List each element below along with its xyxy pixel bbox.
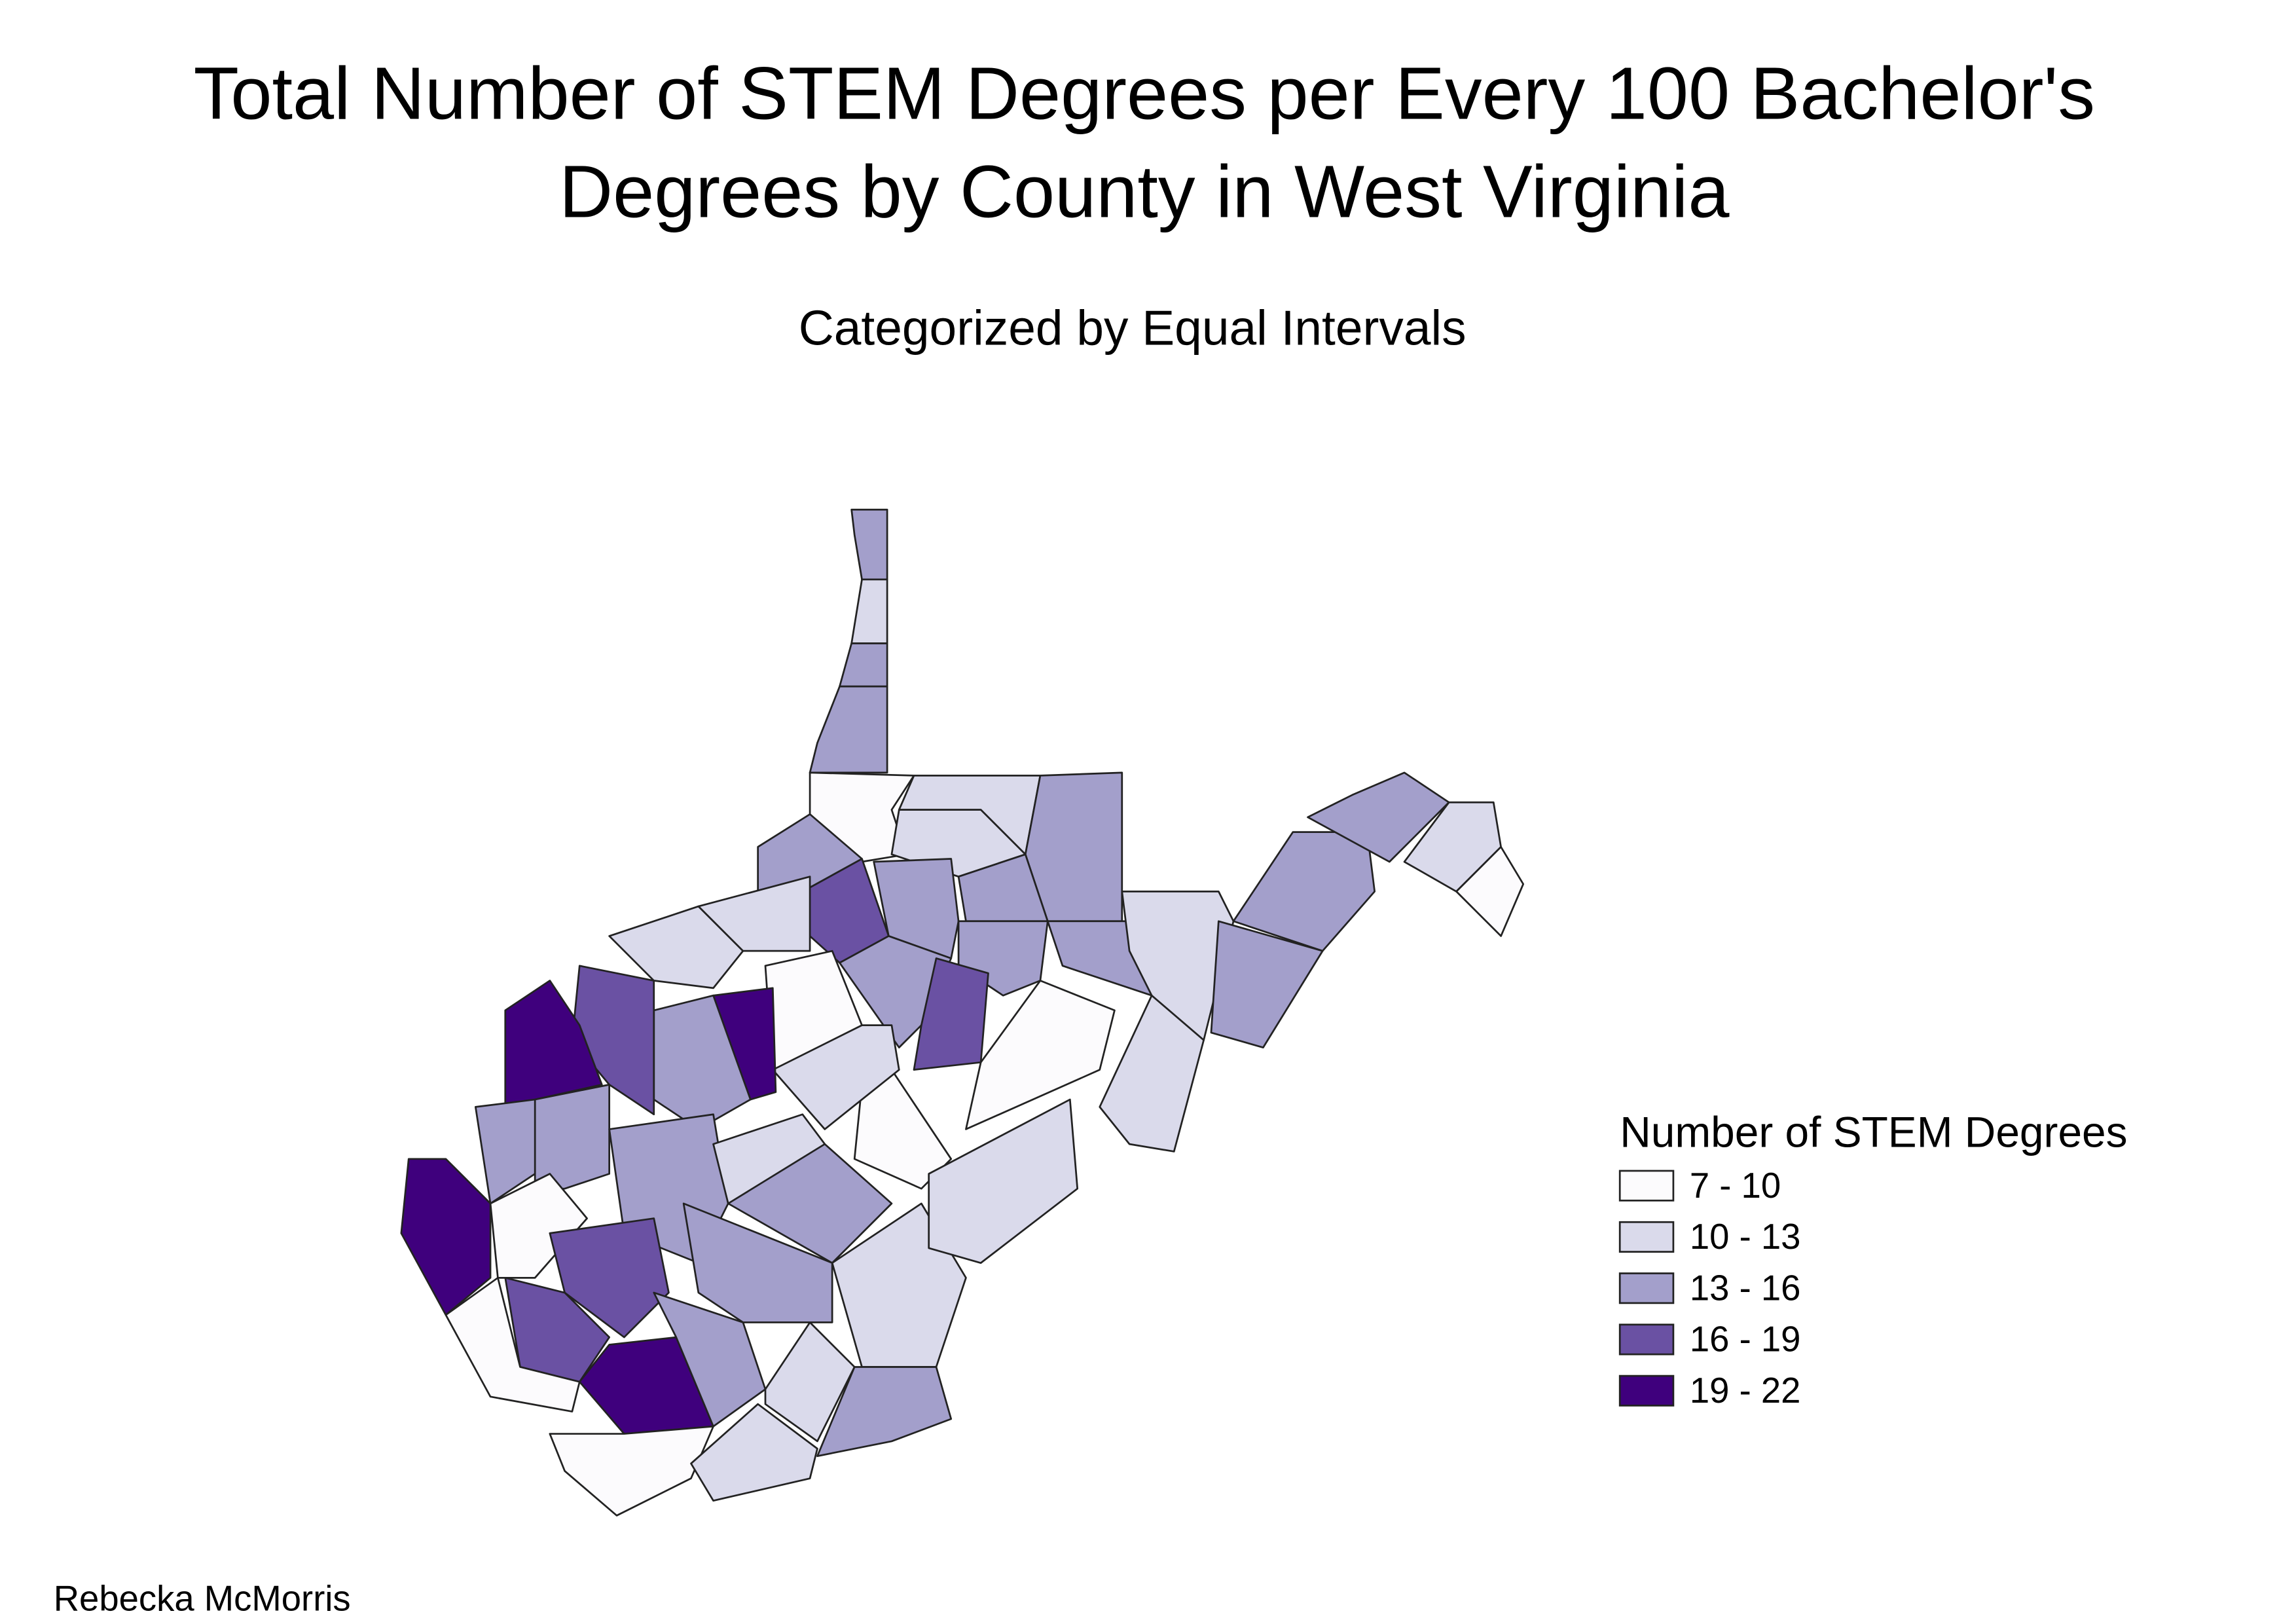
- county: [1455, 845, 1525, 937]
- county: [549, 1217, 670, 1338]
- county-map: [400, 508, 1525, 1517]
- legend-swatch: [1618, 1323, 1675, 1356]
- county: [653, 1291, 767, 1428]
- county: [475, 1098, 536, 1205]
- county: [608, 905, 744, 989]
- county: [913, 957, 989, 1071]
- county: [697, 876, 811, 952]
- title-line: Total Number of STEM Degrees per Every 1…: [194, 52, 2095, 136]
- legend-title: Number of STEM Degrees: [1620, 1108, 2127, 1156]
- legend-swatch: [1618, 1170, 1675, 1202]
- title-line: Degrees by County in West Virginia: [559, 150, 1730, 233]
- county: [965, 980, 1116, 1130]
- county: [1210, 920, 1324, 1048]
- legend-label: 7 - 10: [1690, 1166, 1781, 1206]
- county: [850, 508, 888, 581]
- county: [690, 1403, 818, 1502]
- legend-label: 16 - 19: [1690, 1320, 1801, 1359]
- county: [850, 578, 888, 644]
- county: [928, 1098, 1079, 1264]
- county: [400, 1158, 492, 1316]
- legend-swatch: [1618, 1221, 1675, 1253]
- county: [757, 813, 863, 893]
- county: [682, 1202, 833, 1323]
- county: [727, 1143, 893, 1264]
- author: Rebecka McMorris: [54, 1579, 351, 1619]
- legend-label: 13 - 16: [1690, 1268, 1801, 1308]
- county: [816, 1366, 953, 1457]
- county: [1403, 801, 1502, 893]
- county: [504, 1276, 611, 1383]
- county: [839, 642, 888, 688]
- legend: Number of STEM Degrees 7 - 10 10 - 13 13 -…: [1618, 1108, 2128, 1411]
- legend-swatch: [1618, 1272, 1675, 1304]
- county: [1307, 771, 1450, 863]
- county: [534, 1083, 611, 1190]
- legend-label: 10 - 13: [1690, 1217, 1801, 1257]
- county: [764, 1321, 856, 1443]
- legend-swatch: [1618, 1375, 1675, 1407]
- legend-label: 19 - 22: [1690, 1371, 1801, 1411]
- county: [809, 685, 888, 774]
- county: [1099, 994, 1205, 1153]
- county: [549, 1425, 714, 1517]
- subtitle: Categorized by Equal Intervals: [799, 300, 1467, 355]
